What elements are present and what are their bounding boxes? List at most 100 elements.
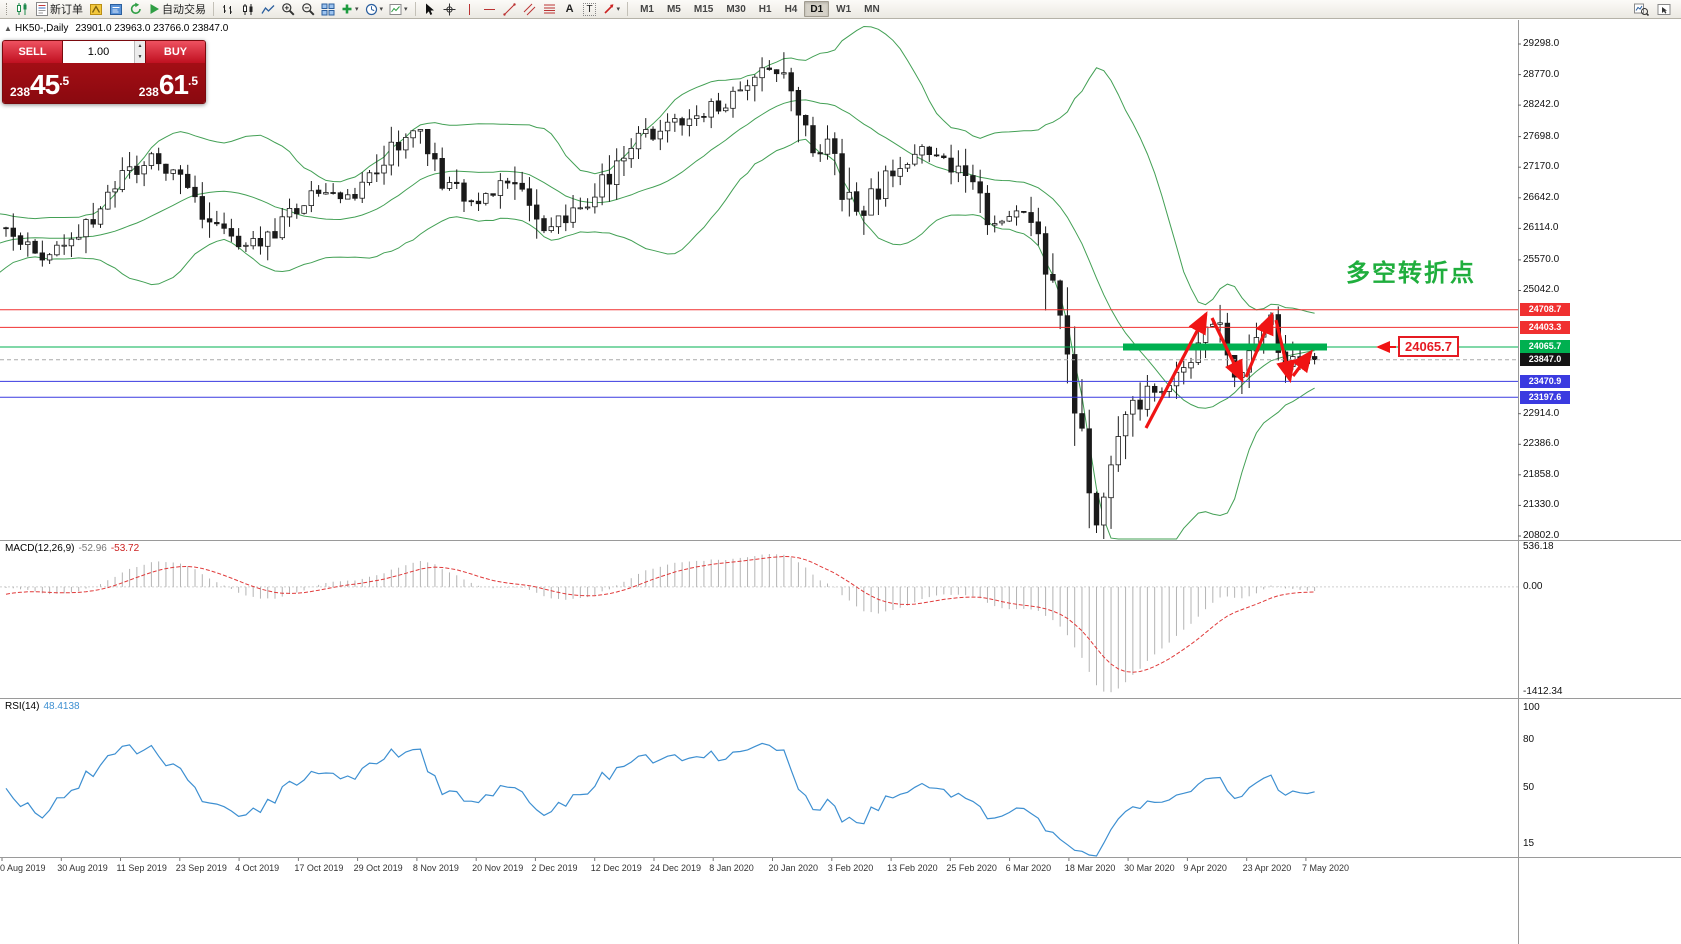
autotrade-label: 自动交易 [162, 4, 206, 16]
date-axis-label: 17 Oct 2019 [294, 863, 344, 873]
chart-ohlc-values: 23901.0 23963.0 23766.0 23847.0 [75, 23, 229, 34]
timeframe-button-m5[interactable]: M5 [666, 3, 681, 15]
tile-windows-button[interactable] [318, 1, 338, 18]
macd-signal-value: -53.72 [110, 543, 140, 554]
price-axis-label: 21330.0 [1523, 499, 1560, 511]
macd-axis-label: 536.18 [1523, 541, 1554, 552]
search-chart-icon[interactable] [1631, 1, 1652, 18]
toolbar-separator [414, 2, 416, 16]
cursor-button[interactable] [420, 1, 440, 18]
rsi-axis-label: 15 [1523, 838, 1535, 849]
date-axis-label: 8 Jan 2020 [709, 863, 754, 873]
window-select-icon[interactable] [1654, 1, 1674, 18]
candlestick-chart-button[interactable] [238, 1, 258, 18]
arrows-button[interactable]: ▾ [600, 1, 624, 18]
line-chart-button[interactable] [258, 1, 278, 18]
sell-price: 238 45.5 [10, 71, 69, 99]
date-axis-label: 8 Nov 2019 [412, 863, 459, 873]
buy-price: 238 61.5 [139, 71, 198, 99]
price-callout-label[interactable]: 24065.7 [1398, 336, 1459, 357]
date-axis-label: 9 Apr 2020 [1183, 863, 1227, 873]
price-level-chip: 24708.7 [1520, 303, 1570, 317]
buy-price-suffix: .5 [187, 74, 198, 88]
volume-value[interactable]: 1.00 [87, 46, 110, 58]
price-axis-label: 25570.0 [1523, 253, 1560, 265]
date-axis-label: 30 Mar 2020 [1124, 863, 1175, 873]
date-axis-label: 24 Dec 2019 [649, 863, 702, 873]
timeframe-button-h4[interactable]: H4 [784, 3, 798, 15]
date-axis-label: 23 Sep 2019 [175, 863, 227, 873]
price-level-chip: 24065.7 [1520, 340, 1570, 354]
metaeditor-button[interactable] [86, 1, 106, 18]
rsi-axis-label: 100 [1523, 702, 1540, 713]
horizontal-line-button[interactable] [480, 1, 500, 18]
vertical-line-button[interactable] [460, 1, 480, 18]
buy-button[interactable]: BUY [146, 41, 205, 63]
date-axis-label: 20 Jan 2020 [768, 863, 819, 873]
new-order-label: 新订单 [50, 4, 83, 16]
volume-down-button[interactable]: ▼ [135, 52, 145, 63]
zoom-in-button[interactable] [278, 1, 298, 18]
chart-window-icon[interactable] [12, 1, 33, 18]
rsi-value: 48.4138 [43, 701, 80, 712]
refresh-button[interactable] [126, 1, 146, 18]
price-level-chip: 23197.6 [1520, 390, 1570, 404]
chart-title: HK50-,Daily 23901.0 23963.0 23766.0 23847… [15, 23, 228, 34]
date-axis-label: 30 Aug 2019 [57, 863, 108, 873]
toolbar-separator [627, 2, 629, 16]
zoom-out-button[interactable] [298, 1, 318, 18]
date-axis-label: 11 Sep 2019 [116, 863, 167, 873]
macd-axis-label: 0.00 [1523, 580, 1543, 592]
sell-button[interactable]: SELL [3, 41, 62, 63]
caret-down-icon: ▾ [379, 6, 384, 13]
bar-chart-button[interactable] [218, 1, 238, 18]
date-axis-label: 13 Feb 2020 [887, 863, 938, 873]
timeframe-button-m1[interactable]: M1 [640, 3, 654, 15]
text-label-button[interactable]: T [580, 1, 600, 18]
autotrade-button[interactable]: 自动交易 [146, 1, 209, 18]
rsi-indicator-label: RSI(14) 48.4138 [5, 701, 80, 712]
buy-price-big: 61 [158, 69, 189, 100]
timeframe-button-mn[interactable]: MN [864, 3, 880, 15]
templates-button[interactable]: ▾ [386, 1, 411, 18]
date-axis-label: 23 Apr 2020 [1242, 863, 1292, 873]
caret-down-icon: ▾ [355, 6, 359, 13]
price-axis-label: 25042.0 [1523, 284, 1560, 296]
bid-ask-display: 238 45.5 238 61.5 [3, 63, 205, 103]
price-axis-label: 26114.0 [1523, 222, 1559, 234]
timeframe-button-m15[interactable]: M15 [693, 3, 714, 15]
date-axis-label: 4 Oct 2019 [235, 863, 280, 873]
terminal-button[interactable] [106, 1, 126, 18]
indicators-button[interactable]: ▾ [338, 1, 362, 18]
channel-button[interactable] [520, 1, 540, 18]
macd-main-value: -52.96 [78, 543, 107, 554]
new-order-icon [36, 2, 48, 16]
volume-up-button[interactable]: ▲ [135, 41, 145, 52]
toolbar-drag-handle[interactable] [6, 3, 9, 15]
toolbar: 新订单 自动交易 ▾ ▾ ▾ A T ▾ M1 M5 M15 M30 H1 H4 D1 W1 M… [0, 0, 1681, 19]
date-axis-label: 2 Dec 2019 [531, 863, 578, 873]
price-level-chip: 23470.9 [1520, 374, 1570, 388]
price-level-chip: 24403.3 [1520, 320, 1570, 334]
rsi-axis-label: 50 [1523, 782, 1535, 793]
fibonacci-button[interactable] [540, 1, 560, 18]
buy-price-prefix: 238 [138, 85, 159, 99]
crosshair-button[interactable] [440, 1, 460, 18]
trade-panel-collapse-button[interactable]: ▲ [4, 24, 12, 33]
timeframe-button-w1[interactable]: W1 [836, 3, 852, 15]
rsi-name: RSI(14) [5, 701, 40, 712]
timeframe-button-m30[interactable]: M30 [726, 3, 746, 15]
volume-input[interactable]: 1.00 ▲ ▼ [62, 41, 146, 63]
chart-annotation-text: 多空转折点 [1346, 260, 1476, 287]
caret-down-icon: ▾ [616, 6, 621, 13]
periods-button[interactable]: ▾ [362, 1, 387, 18]
toolbar-right-group [1631, 1, 1678, 18]
trendline-button[interactable] [500, 1, 520, 18]
text-button[interactable]: A [565, 3, 574, 15]
new-order-button[interactable]: 新订单 [33, 1, 86, 18]
timeframe-button-d1[interactable]: D1 [804, 1, 830, 17]
timeframe-button-h1[interactable]: H1 [758, 3, 772, 15]
timeframe-toolbar: M1 M5 M15 M30 H1 H4 D1 W1 MN [634, 1, 886, 17]
price-axis-label: 28770.0 [1523, 68, 1560, 80]
